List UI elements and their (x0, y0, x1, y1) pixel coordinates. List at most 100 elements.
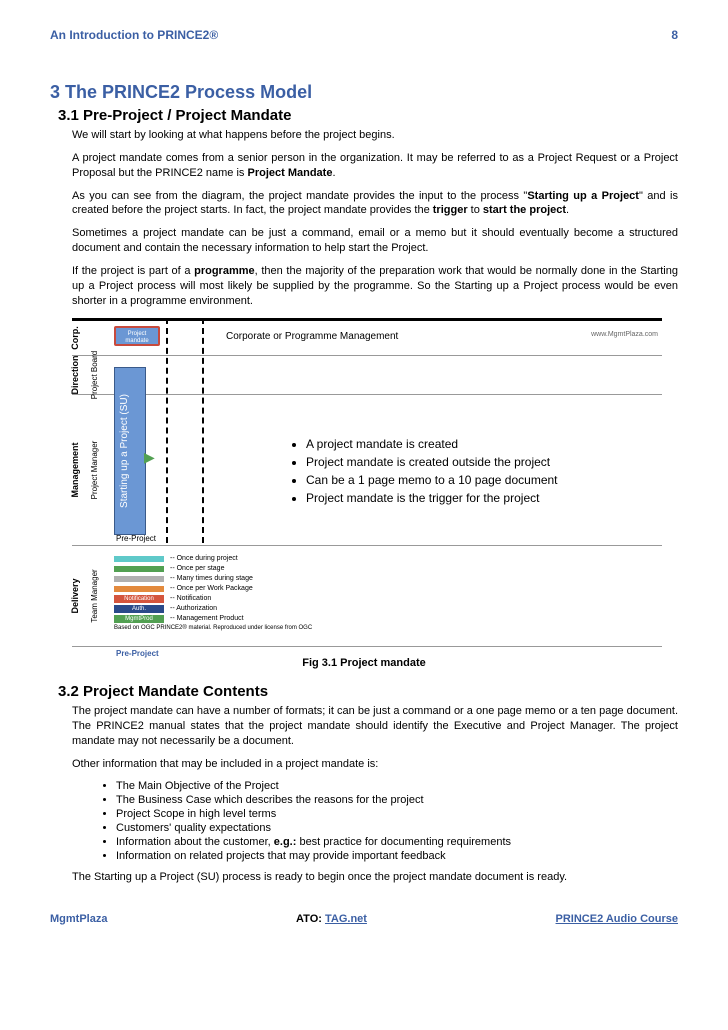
legend-box-4: Notification (114, 595, 164, 603)
legend-row-0: -- Once during project (114, 554, 312, 563)
footer-right[interactable]: PRINCE2 Audio Course (556, 913, 678, 925)
s32-item-4b: e.g.: (274, 836, 297, 848)
starting-up-project-box: Starting up a Project (SU) (114, 367, 146, 535)
legend-swatch-3 (114, 586, 164, 592)
deliv-label1: Delivery (70, 579, 80, 614)
mgmt-label2: Project Manager (90, 441, 99, 500)
header-page-number: 8 (671, 28, 678, 42)
diagram-row-corp: Corp. Project mandate Corporate or Progr… (72, 318, 662, 355)
diagram-row-direction: Direction Project Board (72, 355, 662, 394)
section-3-heading: 3 The PRINCE2 Process Model (50, 82, 678, 103)
corp-label: Corp. (70, 327, 80, 351)
s32-list: The Main Objective of the Project The Bu… (92, 780, 678, 862)
footer-left: MgmtPlaza (50, 913, 107, 925)
dir-label2: Project Board (90, 351, 99, 399)
s32-item-4c: best practice for documenting requiremen… (296, 836, 511, 848)
page-footer: MgmtPlaza ATO: TAG.net PRINCE2 Audio Cou… (50, 913, 678, 925)
legend-attribution: Based on OGC PRINCE2® material. Reproduc… (114, 625, 312, 631)
corp-label-col: Corp. (72, 321, 90, 355)
s31-p2c: . (332, 167, 335, 179)
diag-bullet-1: Project mandate is created outside the p… (306, 455, 558, 469)
legend-row-3: -- Once per Work Package (114, 584, 312, 593)
s31-p3d: trigger (433, 204, 468, 216)
s31-p3: As you can see from the diagram, the pro… (72, 189, 678, 219)
su-arrow-icon: ▶ (144, 449, 155, 466)
s31-p2b: Project Mandate (247, 167, 332, 179)
s31-p5a: If the project is part of a (72, 265, 194, 277)
s31-p2: A project mandate comes from a senior pe… (72, 151, 678, 181)
diagram-url: www.MgmtPlaza.com (591, 331, 658, 338)
s32-item-4: Information about the customer, e.g.: be… (116, 836, 678, 848)
s32-item-4a: Information about the customer, (116, 836, 274, 848)
legend-text-4: -- Notification (170, 595, 211, 602)
deliv-label2: Team Manager (90, 570, 99, 623)
diag-bullet-3: Project mandate is the trigger for the p… (306, 491, 558, 505)
legend-swatch-0 (114, 556, 164, 562)
preproject-label-1: Pre-Project (116, 534, 156, 543)
header-title: An Introduction to PRINCE2® (50, 28, 218, 42)
project-mandate-box: Project mandate (114, 326, 160, 346)
footer-mid-prefix: ATO: (296, 913, 325, 925)
s32-item-3: Customers' quality expectations (116, 822, 678, 834)
section-3-2-heading: 3.2 Project Mandate Contents (58, 683, 678, 700)
preproject-label-2: Pre-Project (116, 649, 159, 658)
s32-item-5: Information on related projects that may… (116, 850, 678, 862)
mgmt-label1: Management (70, 443, 80, 498)
legend-text-6: -- Management Product (170, 615, 244, 622)
legend-text-5: -- Authorization (170, 605, 217, 612)
diagram-row-delivery: Delivery Team Manager -- Once during pro… (72, 545, 662, 647)
legend-text-0: -- Once during project (170, 555, 238, 562)
figure-caption: Fig 3.1 Project mandate (50, 657, 678, 669)
s32-item-1: The Business Case which describes the re… (116, 794, 678, 806)
mgmt-label-col2: Project Manager (90, 395, 106, 545)
diag-bullet-0: A project mandate is created (306, 437, 558, 451)
page-header: An Introduction to PRINCE2® 8 (50, 28, 678, 42)
dir-label-col2: Project Board (90, 356, 106, 394)
legend-row-4: Notification -- Notification (114, 594, 312, 603)
s31-p3g: . (566, 204, 569, 216)
legend-swatch-2 (114, 576, 164, 582)
s31-p1: We will start by looking at what happens… (72, 128, 678, 143)
legend-row-5: Auth. -- Authorization (114, 604, 312, 613)
legend-row-1: -- Once per stage (114, 564, 312, 573)
diag-bullet-2: Can be a 1 page memo to a 10 page docume… (306, 473, 558, 487)
legend-text-1: -- Once per stage (170, 565, 224, 572)
footer-mid-link[interactable]: TAG.net (325, 913, 367, 925)
legend-row-6: MgmtProd -- Management Product (114, 614, 312, 623)
legend-swatch-1 (114, 566, 164, 572)
legend-row-2: -- Many times during stage (114, 574, 312, 583)
diagram-bullets: A project mandate is created Project man… (266, 437, 558, 509)
s31-p3b: Starting up a Project (527, 190, 639, 202)
s32-p1: The project mandate can have a number of… (72, 704, 678, 749)
s31-p2a: A project mandate comes from a senior pe… (72, 152, 678, 179)
process-diagram: Corp. Project mandate Corporate or Progr… (72, 318, 662, 647)
mgmt-label-col: Management (72, 395, 90, 545)
deliv-content: -- Once during project -- Once per stage… (106, 546, 662, 646)
s31-p3f: start the project (483, 204, 566, 216)
deliv-label-col: Delivery (72, 546, 90, 646)
diagram-row-management: Management Project Manager Starting up a… (72, 394, 662, 545)
deliv-label-col2: Team Manager (90, 546, 106, 646)
legend-box-5: Auth. (114, 605, 164, 613)
s31-p4: Sometimes a project mandate can be just … (72, 226, 678, 256)
page: An Introduction to PRINCE2® 8 3 The PRIN… (0, 0, 728, 945)
s32-item-0: The Main Objective of the Project (116, 780, 678, 792)
corp-mgmt-text: Corporate or Programme Management (226, 331, 398, 342)
legend-box-6: MgmtProd (114, 615, 164, 623)
dir-label-col: Direction (72, 356, 90, 394)
s32-p3: The Starting up a Project (SU) process i… (72, 870, 678, 885)
footer-mid: ATO: TAG.net (296, 913, 367, 925)
s32-item-2: Project Scope in high level terms (116, 808, 678, 820)
dir-label1: Direction (70, 356, 80, 395)
su-label: Starting up a Project (SU) (119, 394, 130, 508)
mgmt-content: Starting up a Project (SU) ▶ A project m… (106, 395, 662, 545)
diagram-legend: -- Once during project -- Once per stage… (114, 554, 312, 631)
legend-text-2: -- Many times during stage (170, 575, 253, 582)
dir-content (106, 356, 662, 394)
s31-p3a: As you can see from the diagram, the pro… (72, 190, 527, 202)
s31-p5: If the project is part of a programme, t… (72, 264, 678, 309)
s31-p5b: programme (194, 265, 255, 277)
s32-p2: Other information that may be included i… (72, 757, 678, 772)
legend-text-3: -- Once per Work Package (170, 585, 253, 592)
s31-p3e: to (468, 204, 483, 216)
